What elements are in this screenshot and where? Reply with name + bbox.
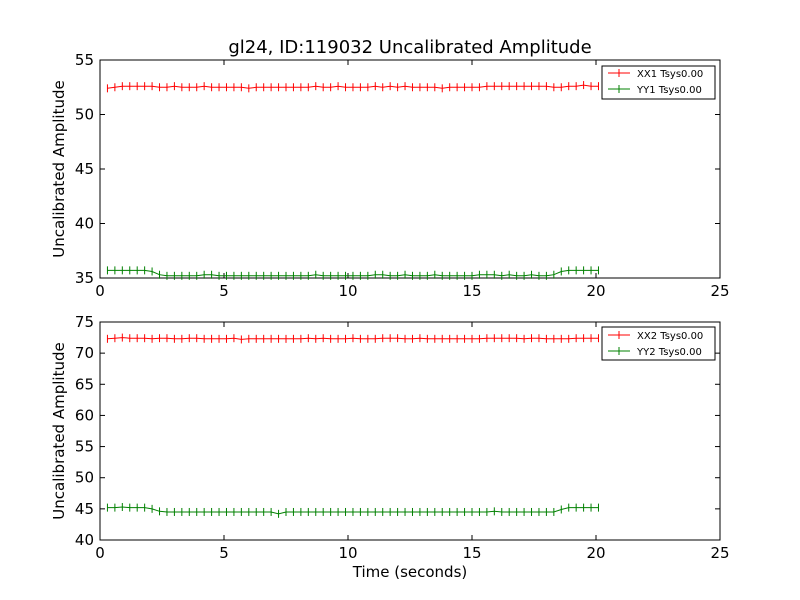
ticks-group: 0 5 10 15 20 25 40 45 50 55 60 65 70 75 (75, 313, 730, 562)
y-tick-label: 70 (75, 344, 94, 362)
y-tick-label: 55 (75, 438, 94, 456)
x-tick-label: 10 (338, 282, 357, 300)
y-tick-label: 60 (75, 406, 94, 424)
x-tick-label: 5 (219, 282, 229, 300)
x-tick-label: 15 (462, 544, 481, 562)
y-tick-label: 40 (75, 531, 94, 549)
y-tick-label: 45 (75, 500, 94, 518)
x-tick-label: 10 (338, 544, 357, 562)
top-chart: gl24, ID:119032 Uncalibrated Amplitude U… (50, 37, 730, 300)
bottom-chart: Time (seconds) Uncalibrated Amplitude 0 5… (50, 313, 730, 581)
x-tick-label: 0 (95, 282, 105, 300)
x-tick-label: 0 (95, 544, 105, 562)
x-tick-label: 25 (710, 282, 729, 300)
legend-label-xx1: XX1 Tsys0.00 (637, 69, 703, 80)
x-axis-label: Time (seconds) (352, 563, 468, 581)
x-tick-label: 15 (462, 282, 481, 300)
y-axis-label: Uncalibrated Amplitude (50, 80, 68, 257)
y-tick-label: 45 (75, 160, 94, 178)
series-group (106, 333, 599, 518)
legend: XX2 Tsys0.00 YY2 Tsys0.00 (601, 326, 716, 361)
legend-label-yy1: YY1 Tsys0.00 (636, 85, 702, 96)
legend-box (601, 65, 716, 100)
y-tick-label: 65 (75, 375, 94, 393)
x-tick-label: 20 (586, 282, 605, 300)
y-tick-label: 75 (75, 313, 94, 331)
x-tick-label: 20 (586, 544, 605, 562)
legend-label-yy2: YY2 Tsys0.00 (636, 347, 702, 358)
series-group (106, 81, 599, 280)
y-tick-label: 55 (75, 51, 94, 69)
legend-label-xx2: XX2 Tsys0.00 (637, 331, 703, 342)
legend-box (601, 326, 716, 361)
x-tick-label: 25 (710, 544, 729, 562)
x-tick-label: 5 (219, 544, 229, 562)
y-axis-label: Uncalibrated Amplitude (50, 342, 68, 519)
y-tick-label: 50 (75, 106, 94, 124)
legend: XX1 Tsys0.00 YY1 Tsys0.00 (601, 65, 716, 100)
y-tick-label: 40 (75, 215, 94, 233)
ticks-group: 0 5 10 15 20 25 35 40 45 50 55 (75, 51, 730, 300)
y-tick-label: 50 (75, 469, 94, 487)
y-tick-label: 35 (75, 269, 94, 287)
chart-title: gl24, ID:119032 Uncalibrated Amplitude (228, 37, 591, 58)
